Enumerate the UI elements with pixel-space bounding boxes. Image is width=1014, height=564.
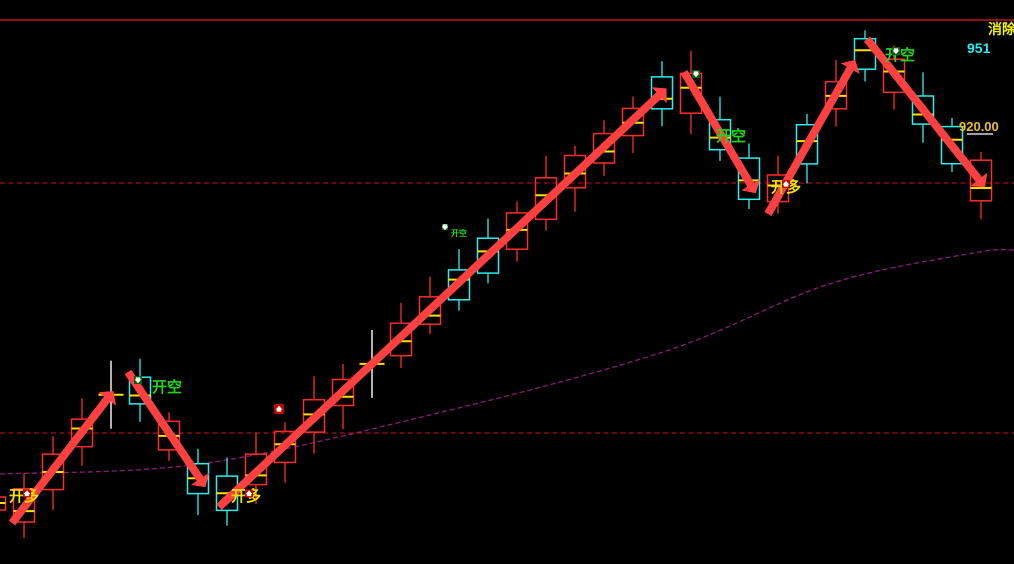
svg-text:开空: 开空 xyxy=(716,127,746,145)
svg-text:开空: 开空 xyxy=(451,228,467,238)
svg-text:951: 951 xyxy=(967,40,991,56)
svg-text:开空: 开空 xyxy=(152,378,182,396)
svg-text:消除: 消除 xyxy=(988,21,1014,37)
svg-text:920.00: 920.00 xyxy=(959,119,999,134)
svg-text:开空: 开空 xyxy=(885,46,915,64)
